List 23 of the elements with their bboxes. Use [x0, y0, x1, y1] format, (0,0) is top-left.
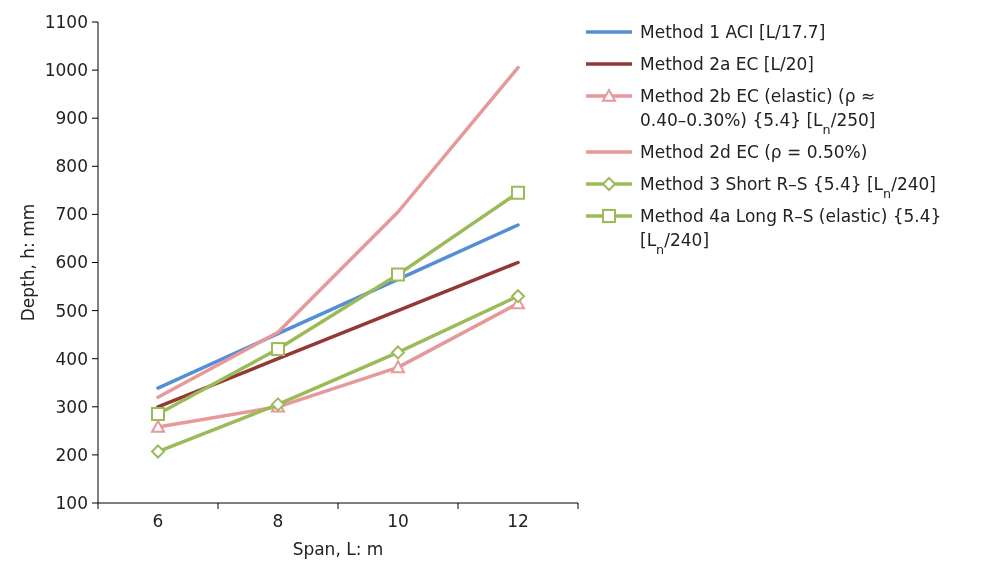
y-tick-label: 600: [55, 252, 88, 273]
y-axis-title: Depth, h: mm: [18, 203, 38, 322]
legend-label: Method 2d EC (ρ = 0.50%): [640, 142, 868, 162]
y-tick-label: 800: [55, 156, 88, 177]
legend-label: Method 2a EC [L/20]: [640, 54, 814, 74]
y-tick-label: 400: [55, 348, 88, 369]
legend-label: Method 3 Short R–S {5.4} [L$_{n}$/240]: [640, 174, 936, 201]
y-tick-label: 500: [55, 300, 88, 321]
x-tick-label: 10: [387, 511, 409, 531]
legend-label: Method 1 ACI [L/17.7]: [640, 22, 826, 42]
legend-label: Method 2b EC (elastic) (ρ ≈ 0.40–0.30%) {5.4} [L$_{n}$/250]: [640, 86, 876, 137]
y-tick-label: 200: [55, 444, 88, 465]
legend-label: Method 4a Long R–S (elastic) {5.4} [L$_{n}$/240]: [640, 206, 942, 257]
x-tick-label: 12: [507, 511, 529, 531]
y-tick-label: 1100: [44, 11, 88, 32]
x-tick-label: 6: [152, 511, 164, 531]
y-tick-label: 700: [55, 204, 88, 225]
x-axis-title: Span, L: m: [292, 539, 384, 559]
y-tick-label: 1000: [44, 60, 88, 81]
y-tick-label: 300: [55, 396, 88, 417]
y-tick-label: 900: [55, 108, 88, 129]
y-tick-label: 100: [55, 492, 88, 513]
x-tick-label: 8: [272, 511, 284, 531]
